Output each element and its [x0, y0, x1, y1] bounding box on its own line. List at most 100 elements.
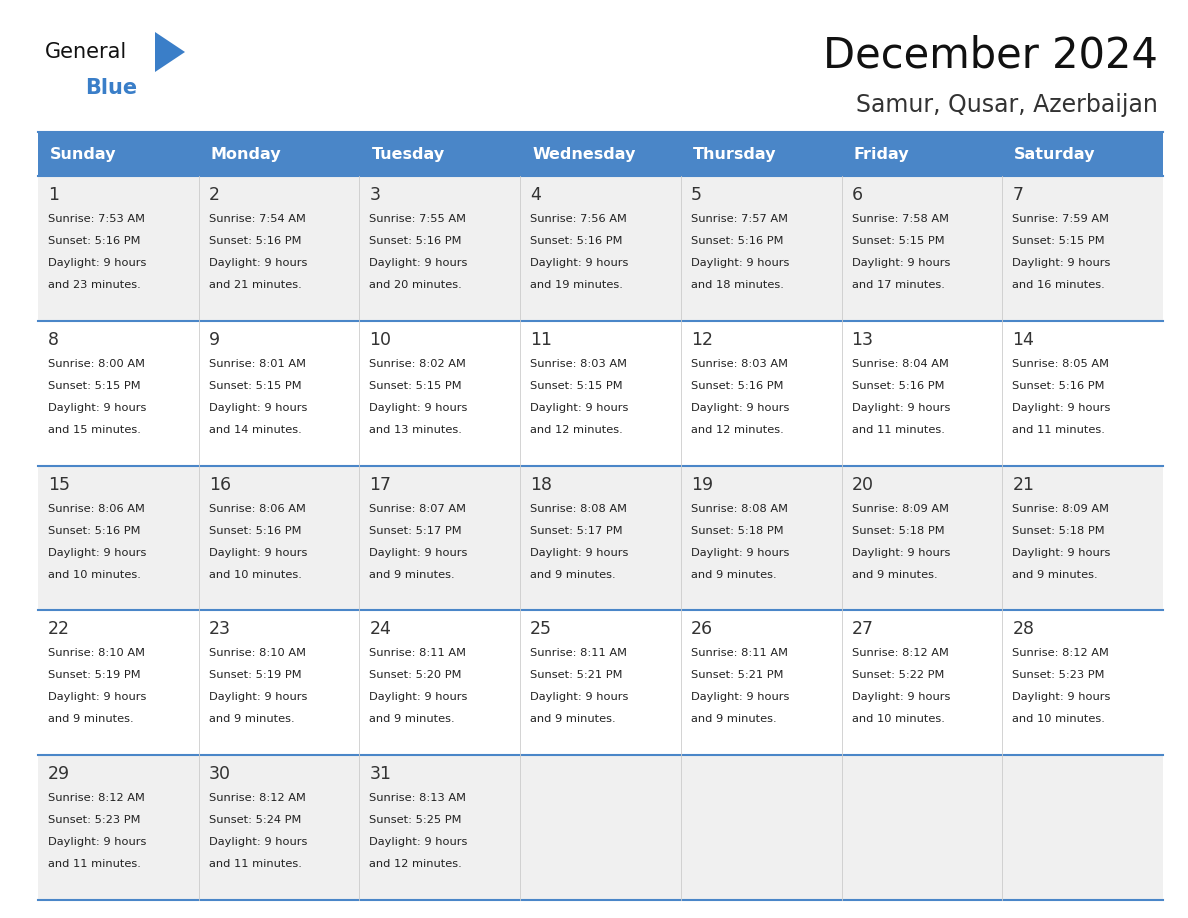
Text: Daylight: 9 hours: Daylight: 9 hours — [530, 403, 628, 413]
Text: Sunset: 5:16 PM: Sunset: 5:16 PM — [209, 526, 302, 535]
Text: 29: 29 — [48, 766, 70, 783]
Text: 8: 8 — [48, 330, 59, 349]
Text: 20: 20 — [852, 476, 873, 494]
Text: Sunset: 5:16 PM: Sunset: 5:16 PM — [852, 381, 944, 391]
Text: Sunset: 5:16 PM: Sunset: 5:16 PM — [369, 236, 462, 246]
Text: Sunday: Sunday — [50, 147, 116, 162]
Text: Sunrise: 8:08 AM: Sunrise: 8:08 AM — [530, 504, 627, 513]
Text: Sunset: 5:17 PM: Sunset: 5:17 PM — [369, 526, 462, 535]
Text: 30: 30 — [209, 766, 230, 783]
Text: Daylight: 9 hours: Daylight: 9 hours — [48, 548, 146, 557]
Text: Daylight: 9 hours: Daylight: 9 hours — [48, 837, 146, 847]
Text: Blue: Blue — [86, 78, 137, 98]
Text: Sunset: 5:16 PM: Sunset: 5:16 PM — [48, 526, 140, 535]
Text: Daylight: 9 hours: Daylight: 9 hours — [209, 258, 307, 268]
Text: 23: 23 — [209, 621, 230, 638]
Text: 1: 1 — [48, 186, 59, 204]
Text: Sunrise: 8:10 AM: Sunrise: 8:10 AM — [209, 648, 305, 658]
Text: and 16 minutes.: and 16 minutes. — [1012, 280, 1105, 290]
Text: Daylight: 9 hours: Daylight: 9 hours — [369, 837, 468, 847]
Text: Sunset: 5:16 PM: Sunset: 5:16 PM — [691, 236, 783, 246]
Text: Daylight: 9 hours: Daylight: 9 hours — [691, 258, 789, 268]
Text: 4: 4 — [530, 186, 541, 204]
Text: 21: 21 — [1012, 476, 1035, 494]
Text: 14: 14 — [1012, 330, 1035, 349]
Text: Sunset: 5:22 PM: Sunset: 5:22 PM — [852, 670, 944, 680]
Text: Sunset: 5:16 PM: Sunset: 5:16 PM — [209, 236, 302, 246]
Text: and 9 minutes.: and 9 minutes. — [369, 569, 455, 579]
Text: 5: 5 — [691, 186, 702, 204]
Text: Sunset: 5:15 PM: Sunset: 5:15 PM — [369, 381, 462, 391]
Text: and 12 minutes.: and 12 minutes. — [369, 859, 462, 869]
Text: Daylight: 9 hours: Daylight: 9 hours — [1012, 692, 1111, 702]
Text: Sunrise: 7:59 AM: Sunrise: 7:59 AM — [1012, 214, 1110, 224]
Text: Sunset: 5:21 PM: Sunset: 5:21 PM — [530, 670, 623, 680]
Polygon shape — [154, 32, 185, 72]
Text: Daylight: 9 hours: Daylight: 9 hours — [691, 548, 789, 557]
Text: Sunset: 5:18 PM: Sunset: 5:18 PM — [852, 526, 944, 535]
Text: 26: 26 — [691, 621, 713, 638]
Bar — [38, 610, 1163, 756]
Text: and 9 minutes.: and 9 minutes. — [209, 714, 295, 724]
Text: Sunrise: 8:02 AM: Sunrise: 8:02 AM — [369, 359, 467, 369]
Text: Sunset: 5:19 PM: Sunset: 5:19 PM — [209, 670, 302, 680]
Text: Sunrise: 8:03 AM: Sunrise: 8:03 AM — [691, 359, 788, 369]
Text: Sunset: 5:16 PM: Sunset: 5:16 PM — [691, 381, 783, 391]
Text: Sunrise: 7:55 AM: Sunrise: 7:55 AM — [369, 214, 467, 224]
Text: and 10 minutes.: and 10 minutes. — [209, 569, 302, 579]
Text: Daylight: 9 hours: Daylight: 9 hours — [369, 548, 468, 557]
Text: 19: 19 — [691, 476, 713, 494]
Text: Daylight: 9 hours: Daylight: 9 hours — [1012, 548, 1111, 557]
Text: Friday: Friday — [853, 147, 909, 162]
Text: Daylight: 9 hours: Daylight: 9 hours — [48, 258, 146, 268]
Text: Sunset: 5:15 PM: Sunset: 5:15 PM — [48, 381, 140, 391]
Text: 2: 2 — [209, 186, 220, 204]
Text: Daylight: 9 hours: Daylight: 9 hours — [530, 692, 628, 702]
Text: Daylight: 9 hours: Daylight: 9 hours — [852, 403, 950, 413]
Text: and 15 minutes.: and 15 minutes. — [48, 425, 141, 435]
Text: Daylight: 9 hours: Daylight: 9 hours — [691, 403, 789, 413]
Text: Sunset: 5:20 PM: Sunset: 5:20 PM — [369, 670, 462, 680]
Text: and 11 minutes.: and 11 minutes. — [209, 859, 302, 869]
Text: Sunset: 5:18 PM: Sunset: 5:18 PM — [1012, 526, 1105, 535]
Text: Sunrise: 8:06 AM: Sunrise: 8:06 AM — [209, 504, 305, 513]
Text: and 19 minutes.: and 19 minutes. — [530, 280, 623, 290]
Text: Sunrise: 8:13 AM: Sunrise: 8:13 AM — [369, 793, 467, 803]
Text: and 9 minutes.: and 9 minutes. — [530, 569, 615, 579]
Bar — [38, 756, 1163, 900]
Text: 13: 13 — [852, 330, 873, 349]
Text: and 21 minutes.: and 21 minutes. — [209, 280, 302, 290]
Text: Sunrise: 8:05 AM: Sunrise: 8:05 AM — [1012, 359, 1110, 369]
Bar — [38, 176, 1163, 320]
Text: and 10 minutes.: and 10 minutes. — [852, 714, 944, 724]
Text: and 9 minutes.: and 9 minutes. — [691, 569, 777, 579]
Text: and 13 minutes.: and 13 minutes. — [369, 425, 462, 435]
Bar — [38, 320, 1163, 465]
Text: General: General — [45, 42, 127, 62]
Text: Tuesday: Tuesday — [372, 147, 444, 162]
Text: Sunrise: 8:12 AM: Sunrise: 8:12 AM — [209, 793, 305, 803]
Text: 16: 16 — [209, 476, 230, 494]
Text: Sunset: 5:21 PM: Sunset: 5:21 PM — [691, 670, 783, 680]
Text: Sunrise: 7:58 AM: Sunrise: 7:58 AM — [852, 214, 948, 224]
Text: Sunrise: 7:57 AM: Sunrise: 7:57 AM — [691, 214, 788, 224]
Text: 18: 18 — [530, 476, 552, 494]
Text: and 11 minutes.: and 11 minutes. — [852, 425, 944, 435]
Text: Sunrise: 7:53 AM: Sunrise: 7:53 AM — [48, 214, 145, 224]
Text: Sunrise: 8:11 AM: Sunrise: 8:11 AM — [530, 648, 627, 658]
Text: 6: 6 — [852, 186, 862, 204]
Text: and 14 minutes.: and 14 minutes. — [209, 425, 302, 435]
Text: 9: 9 — [209, 330, 220, 349]
Text: Sunrise: 8:11 AM: Sunrise: 8:11 AM — [369, 648, 467, 658]
Text: Daylight: 9 hours: Daylight: 9 hours — [1012, 403, 1111, 413]
Text: Thursday: Thursday — [693, 147, 776, 162]
Text: Sunrise: 8:10 AM: Sunrise: 8:10 AM — [48, 648, 145, 658]
Text: Sunrise: 8:06 AM: Sunrise: 8:06 AM — [48, 504, 145, 513]
Text: Sunrise: 8:01 AM: Sunrise: 8:01 AM — [209, 359, 305, 369]
Text: Wednesday: Wednesday — [532, 147, 636, 162]
Text: Daylight: 9 hours: Daylight: 9 hours — [209, 403, 307, 413]
Text: Sunset: 5:23 PM: Sunset: 5:23 PM — [1012, 670, 1105, 680]
Text: 7: 7 — [1012, 186, 1023, 204]
Text: Sunset: 5:16 PM: Sunset: 5:16 PM — [1012, 381, 1105, 391]
Text: Daylight: 9 hours: Daylight: 9 hours — [852, 692, 950, 702]
